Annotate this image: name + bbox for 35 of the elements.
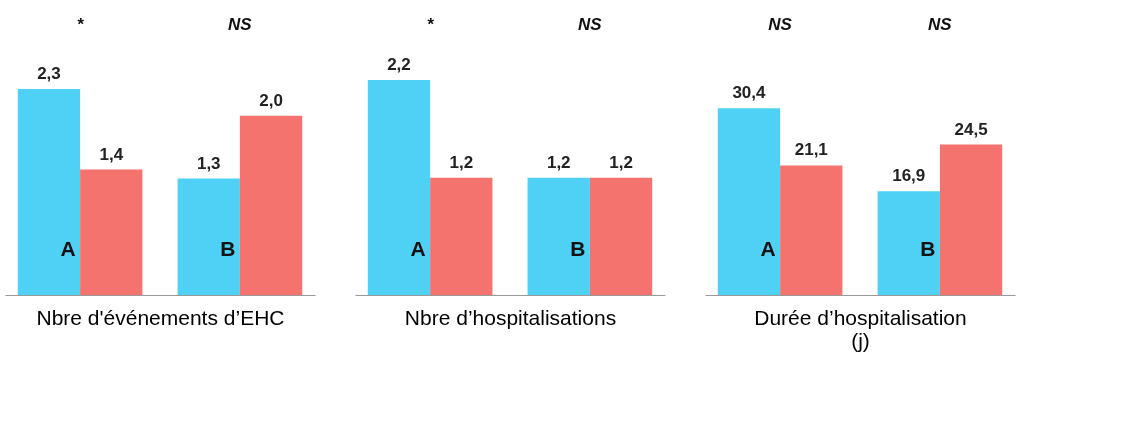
data-label: 16,9 (892, 166, 926, 186)
data-label: 1,2 (449, 152, 474, 172)
x-tick-label: A (410, 237, 426, 260)
data-label: 2,2 (387, 55, 411, 74)
data-label: 1,2 (546, 152, 571, 172)
x-axis-title: Nbre d’hospitalisations (404, 305, 617, 329)
x-tick-label: A (760, 237, 776, 260)
text: NS (768, 15, 793, 34)
bar (939, 144, 1003, 295)
bar (717, 108, 781, 295)
bar (80, 169, 143, 295)
data-label: 1,2 (609, 152, 633, 172)
data-label: 24,5 (954, 119, 988, 139)
data-label: 2,0 (259, 90, 283, 110)
bar (17, 88, 81, 295)
x-tick-label: A (60, 237, 76, 260)
text: NS (228, 15, 253, 34)
bar (780, 165, 843, 295)
bar (239, 115, 303, 295)
bar (877, 191, 940, 295)
data-label: 2,3 (37, 63, 61, 83)
data-label: 21,1 (794, 140, 828, 160)
data-label: 30,4 (732, 83, 767, 103)
data-label: 1,3 (196, 153, 221, 173)
x-axis-title: Nbre d'événements d’EHC (36, 305, 285, 329)
text: * (76, 15, 85, 34)
text: NS (928, 15, 953, 34)
text: NS (578, 15, 603, 34)
x-tick-label: B (920, 237, 936, 260)
x-tick-label: B (570, 237, 586, 260)
x-tick-label: B (220, 237, 236, 260)
bar (177, 178, 240, 295)
data-label: 1,4 (99, 144, 124, 164)
text: * (426, 15, 435, 34)
x-axis-title: Durée d’hospitalisation (j) (754, 305, 967, 352)
